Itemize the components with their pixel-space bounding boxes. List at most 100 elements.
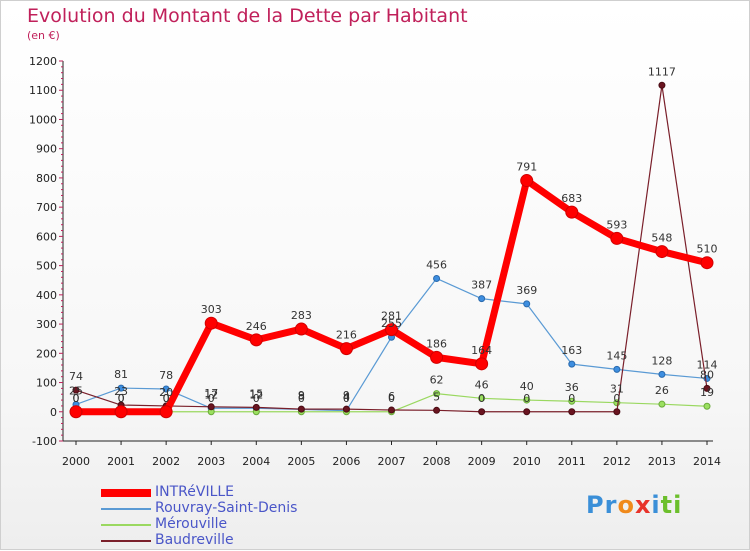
data-point — [207, 403, 215, 411]
data-label: 0 — [613, 392, 620, 405]
x-tick-label: 2010 — [513, 455, 541, 468]
data-label: 283 — [291, 309, 312, 322]
data-label: 40 — [520, 380, 534, 393]
data-point — [523, 300, 531, 308]
legend-swatch — [101, 489, 151, 497]
y-tick-label: 1100 — [29, 84, 57, 97]
data-point — [520, 174, 534, 188]
data-label: 8 — [298, 389, 305, 402]
data-label: 0 — [118, 392, 125, 405]
data-label: 78 — [159, 369, 173, 382]
legend-label: Baudreville — [155, 532, 234, 548]
data-label: 4 — [343, 391, 350, 404]
legend-item: Mérouville — [101, 516, 501, 533]
data-point — [114, 405, 128, 419]
data-label: 216 — [336, 329, 357, 342]
x-tick-label: 2009 — [468, 455, 496, 468]
data-label: 25 — [69, 384, 83, 397]
data-point — [204, 316, 218, 330]
data-label: 46 — [475, 378, 489, 391]
data-point — [297, 405, 305, 413]
data-label: 456 — [426, 258, 447, 271]
data-label: 81 — [114, 368, 128, 381]
data-point — [658, 370, 666, 378]
data-point — [703, 384, 711, 392]
data-point — [478, 394, 486, 402]
y-tick-label: -100 — [32, 435, 57, 448]
y-tick-label: 0 — [50, 406, 57, 419]
y-tick-label: 100 — [36, 377, 57, 390]
data-label: 0 — [163, 392, 170, 405]
data-label: 80 — [700, 368, 714, 381]
y-tick-label: 1200 — [29, 55, 57, 68]
data-point — [523, 396, 531, 404]
logo-letter: i — [651, 491, 661, 519]
logo-letter: x — [634, 491, 652, 519]
data-label: 0 — [163, 392, 170, 405]
data-point — [162, 385, 170, 393]
data-label: 9 — [298, 389, 305, 402]
data-label: 31 — [610, 383, 624, 396]
data-label: 0 — [343, 392, 350, 405]
y-tick-label: 900 — [36, 143, 57, 156]
data-label: 0 — [73, 392, 80, 405]
x-tick-label: 2011 — [558, 455, 586, 468]
data-label: 791 — [516, 161, 537, 174]
legend-label: Rouvray-Saint-Denis — [155, 500, 298, 516]
x-tick-label: 2003 — [197, 455, 225, 468]
chart-unit-label: (en €) — [27, 29, 60, 42]
data-label: 1117 — [648, 65, 676, 78]
data-point — [433, 274, 441, 282]
legend-item: INTRéVILLE — [101, 484, 501, 501]
y-tick-label: 700 — [36, 201, 57, 214]
x-tick-label: 2012 — [603, 455, 631, 468]
x-tick-label: 2001 — [107, 455, 135, 468]
data-point — [294, 322, 308, 336]
data-point — [117, 384, 125, 392]
data-point — [478, 408, 486, 416]
data-label: 593 — [606, 218, 627, 231]
y-tick-label: 300 — [36, 318, 57, 331]
data-label: 19 — [700, 386, 714, 399]
data-point — [703, 402, 711, 410]
data-label: 0 — [298, 392, 305, 405]
data-point — [568, 397, 576, 405]
data-point — [658, 81, 666, 89]
data-label: 303 — [201, 303, 222, 316]
data-label: 0 — [568, 392, 575, 405]
data-point — [523, 408, 531, 416]
legend-swatch — [101, 540, 151, 542]
data-label: 548 — [651, 232, 672, 245]
data-label: 683 — [561, 192, 582, 205]
data-point — [339, 342, 353, 356]
data-point — [565, 205, 579, 219]
logo-letter: o — [617, 491, 635, 519]
proxiti-logo: Proxiti — [586, 491, 682, 519]
data-label: 12 — [204, 388, 218, 401]
data-label: 20 — [159, 386, 173, 399]
legend-label: Mérouville — [155, 516, 228, 532]
data-label: 23 — [114, 385, 128, 398]
data-label: 0 — [478, 392, 485, 405]
data-label: 255 — [381, 317, 402, 330]
data-point — [433, 406, 441, 414]
y-tick-label: 800 — [36, 172, 57, 185]
data-label: 36 — [565, 381, 579, 394]
x-tick-label: 2006 — [332, 455, 360, 468]
x-tick-label: 2013 — [648, 455, 676, 468]
data-label: 387 — [471, 279, 492, 292]
data-point — [655, 245, 669, 259]
data-label: 26 — [655, 384, 669, 397]
data-label: 74 — [69, 370, 83, 383]
data-label: 5 — [433, 390, 440, 403]
x-tick-label: 2007 — [378, 455, 406, 468]
data-point — [72, 386, 80, 394]
data-label: 164 — [471, 344, 492, 357]
logo-letter: t — [660, 491, 674, 519]
logo-letter: r — [604, 491, 618, 519]
data-label: 6 — [388, 390, 395, 403]
data-point — [342, 405, 350, 413]
data-label: 145 — [606, 349, 627, 362]
